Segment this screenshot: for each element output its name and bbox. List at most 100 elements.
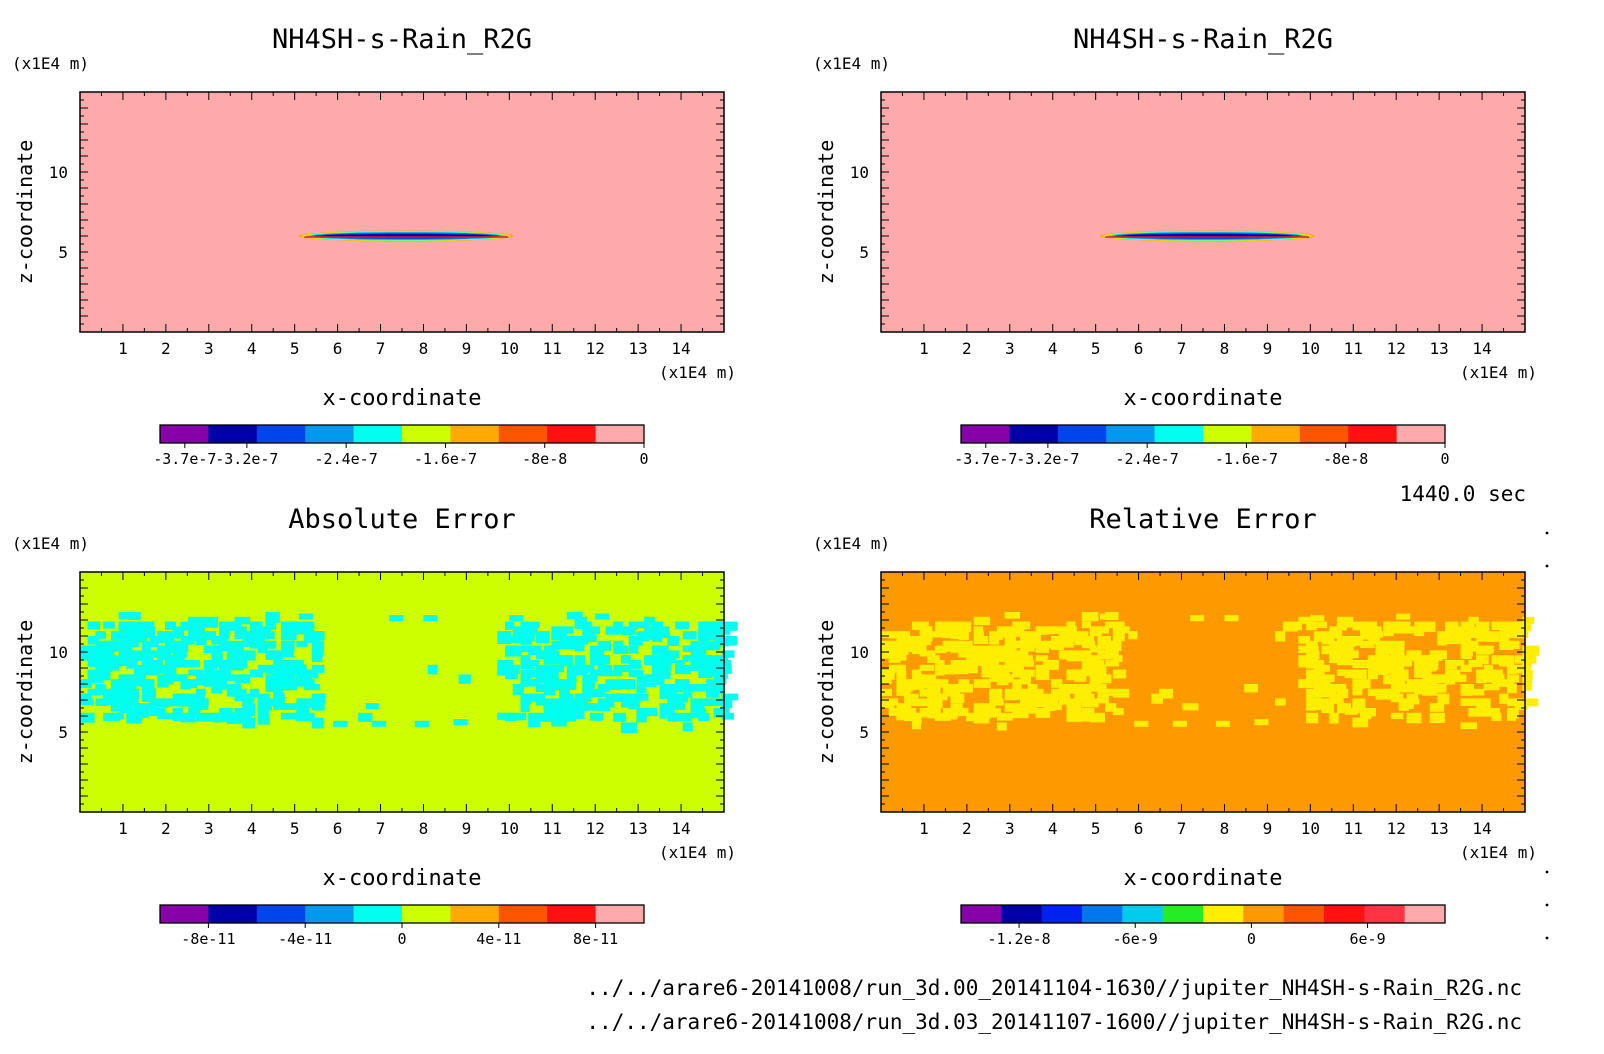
- x-tick-label: 1: [919, 339, 929, 358]
- noise-patch: [1097, 636, 1111, 644]
- noise-patch: [1081, 708, 1095, 718]
- x-tick-label: 7: [1177, 819, 1187, 838]
- noise-patch: [414, 720, 429, 727]
- noise-patch: [636, 621, 650, 629]
- noise-patch: [559, 655, 573, 667]
- colorbar: -3.7e-7-3.2e-7 -2.4e-7 -1.6e-7 -8e-8 0: [954, 424, 1450, 468]
- noise-patch: [651, 631, 663, 643]
- noise-patch: [566, 636, 581, 647]
- noise-patch: [149, 636, 159, 647]
- y-tick-label: 10: [850, 643, 869, 662]
- noise-patch: [118, 703, 134, 714]
- noise-patch: [1112, 621, 1125, 628]
- noise-patch: [80, 693, 92, 705]
- noise-patch: [1514, 631, 1529, 639]
- noise-patch: [1020, 621, 1031, 630]
- field-features: [881, 612, 1540, 731]
- x-tick-label: 3: [204, 339, 214, 358]
- noise-patch: [1522, 669, 1533, 679]
- x-tick-label: 6: [1134, 339, 1144, 358]
- noise-patch: [911, 674, 925, 684]
- noise-patch: [705, 621, 721, 632]
- noise-patch: [304, 669, 319, 679]
- noise-patch: [1506, 631, 1521, 639]
- colorbar-tick-label: -3.7e-7: [153, 450, 216, 468]
- noise-patch: [911, 679, 924, 690]
- noise-patch: [973, 679, 987, 688]
- noise-patch: [620, 655, 631, 664]
- plot-background: [80, 572, 724, 812]
- noise-patch: [1105, 688, 1116, 696]
- noise-patch: [927, 693, 942, 705]
- noise-patch: [935, 645, 947, 654]
- noise-patch: [1383, 674, 1394, 685]
- noise-patch: [690, 645, 707, 656]
- noise-patch: [1089, 626, 1102, 637]
- noise-patch: [1398, 655, 1413, 667]
- noise-patch: [1391, 712, 1404, 719]
- noise-patch: [690, 708, 706, 719]
- noise-patch: [958, 684, 974, 693]
- noise-patch: [1491, 621, 1506, 630]
- noise-patch: [520, 703, 530, 713]
- colorbar-swatch: [595, 425, 645, 443]
- x-tick-label: 8: [1220, 819, 1230, 838]
- noise-patch: [141, 621, 155, 631]
- colorbar-swatch: [160, 905, 209, 923]
- colorbar-tick-label: -6e-9: [1113, 930, 1158, 948]
- noise-patch: [265, 650, 281, 660]
- noise-patch: [590, 655, 605, 666]
- noise-patch: [288, 679, 303, 686]
- noise-patch: [528, 693, 545, 702]
- x-tick-label: 5: [290, 819, 300, 838]
- noise-patch: [973, 650, 991, 661]
- noise-patch: [690, 703, 704, 712]
- noise-patch: [520, 631, 535, 642]
- noise-patch: [1313, 621, 1328, 629]
- noise-patch: [1329, 712, 1339, 724]
- colorbar-swatch: [1106, 425, 1156, 443]
- noise-patch: [1027, 631, 1042, 641]
- y-axis-label: z-coordinate: [13, 140, 37, 285]
- noise-patch: [1468, 688, 1485, 696]
- noise-patch: [1081, 660, 1097, 669]
- x-tick-label: 13: [1430, 819, 1449, 838]
- noise-patch: [1514, 664, 1530, 674]
- noise-patch: [520, 621, 530, 633]
- noise-patch: [698, 669, 713, 679]
- noise-patch: [659, 708, 675, 719]
- noise-patch: [1336, 616, 1354, 628]
- noise-patch: [95, 684, 106, 695]
- x-tick-label: 9: [462, 339, 472, 358]
- noise-patch: [1066, 703, 1082, 714]
- x-tick-label: 2: [962, 339, 972, 358]
- noise-patch: [721, 650, 735, 658]
- noise-patch: [195, 712, 211, 722]
- x-tick-label: 7: [376, 819, 386, 838]
- noise-patch: [1398, 669, 1409, 680]
- noise-patch: [528, 717, 541, 728]
- noise-patch: [1414, 621, 1427, 628]
- noise-patch: [682, 684, 694, 693]
- noise-patch: [582, 703, 600, 711]
- noise-patch: [1476, 698, 1491, 709]
- noise-patch: [1306, 655, 1319, 666]
- noise-patch: [180, 693, 190, 703]
- field-features: [1099, 230, 1315, 242]
- noise-patch: [1352, 621, 1368, 631]
- noise-patch: [211, 674, 221, 686]
- colorbar-swatch: [208, 425, 258, 443]
- x-tick-label: 7: [376, 339, 386, 358]
- noise-patch: [1352, 679, 1364, 690]
- noise-patch: [919, 674, 937, 683]
- noise-patch: [1058, 640, 1074, 648]
- noise-patch: [1499, 655, 1515, 666]
- x-tick-label: 4: [247, 339, 257, 358]
- x-tick-label: 14: [1472, 339, 1491, 358]
- y-tick-label: 5: [859, 723, 869, 742]
- colorbar-swatch: [1283, 905, 1325, 923]
- noise-patch: [1321, 674, 1335, 682]
- noise-patch: [1360, 679, 1371, 689]
- noise-patch: [1329, 645, 1345, 657]
- noise-patch: [911, 669, 922, 678]
